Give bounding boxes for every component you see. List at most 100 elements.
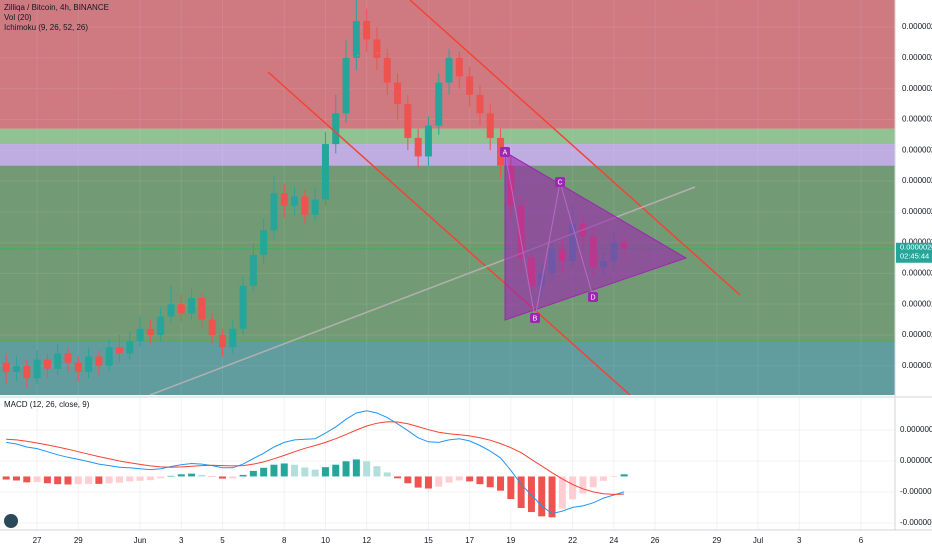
y-tick-label: 0.00000190 [902,299,932,308]
histogram-bar [332,464,340,477]
candle-body [455,57,463,77]
histogram-bar [167,475,175,477]
histogram-bar [610,476,618,478]
macd-pane [0,410,895,524]
histogram-bar [126,476,134,482]
candle-body [54,353,62,369]
logo-icon[interactable] [4,514,18,528]
x-tick-label: Jun [134,536,147,545]
candle-body [394,82,402,105]
candle-body [43,359,51,369]
pattern-label-text: A [503,149,508,156]
x-tick-label: 29 [74,536,83,545]
candle-body [260,230,268,255]
candle-body [74,362,82,372]
y-tick-label: 0.00000170 [902,361,932,370]
axes: 0.00000280 0.00000270 0.00000260 0.00000250… [33,22,932,545]
pattern-label-text: C [557,179,562,186]
candle-body [239,285,247,329]
x-tick-label: 8 [282,536,287,545]
candle-body [321,144,329,200]
x-tick-label: 10 [321,536,330,545]
histogram-bar [373,466,381,477]
candle-body [218,334,226,348]
y-tick-label: -0.00000005 [900,487,932,496]
pattern-path [504,151,594,319]
candle-body [12,365,20,372]
candle-body [229,328,237,348]
candle-body [342,57,350,114]
last-price-box [896,242,932,263]
indicator-label: Vol (20) [4,13,32,22]
candle-body [270,193,278,231]
histogram-bar [476,476,484,485]
histogram-bar [146,476,154,481]
histogram-bar [589,476,597,488]
candle-body [33,359,41,379]
candle-body [95,356,103,366]
histogram-bar [249,470,257,477]
x-tick-label: 24 [609,536,618,545]
histogram-bar [2,476,10,480]
y-tick-label: 0.00000200 [902,268,932,277]
candle-body [126,341,134,354]
histogram-bar [43,476,51,484]
x-tick-label: 29 [712,536,721,545]
x-tick-label: 15 [424,536,433,545]
candle-body [146,328,154,335]
histogram-bar [486,476,494,488]
pattern-label: C [555,177,565,187]
candle-body [23,365,31,379]
indicator-label: Ichimoku (9, 26, 52, 26) [4,23,88,32]
triangle-pattern [504,151,688,321]
histogram-bar [497,476,505,491]
candle-body [445,57,453,83]
histogram-bar [12,476,20,481]
histogram-bar [291,464,299,477]
histogram-bar [321,467,329,477]
x-tick-label: 6 [859,536,864,545]
histogram-bar [527,476,535,513]
y-tick-label: -0.00000015 [900,518,932,527]
macd-line [6,410,625,515]
histogram-bar [517,476,525,509]
histogram-bar [600,476,608,481]
x-tick-label: 27 [33,536,42,545]
candle-body [2,362,10,372]
signal-line [6,421,625,495]
countdown-label: 02:45:44 [900,252,929,261]
candle-body [291,196,299,206]
candle-body [424,125,432,157]
candle-body [373,39,381,58]
candle-body [383,57,391,83]
x-tick-label: 3 [179,536,184,545]
candle-body [208,319,216,335]
x-tick-label: 12 [362,536,371,545]
histogram-bar [218,476,226,479]
y-tick-label: 0.00000260 [902,84,932,93]
histogram-bar [342,461,350,477]
histogram-bar [507,476,515,500]
histogram-bar [445,476,453,483]
histogram-bar [74,476,82,485]
candle-body [352,20,360,58]
candle-body [177,304,185,314]
drawings: A B C D [0,0,761,395]
channel-upper [409,0,741,296]
histogram-bar [260,467,268,477]
histogram-bar [579,476,587,494]
histogram-bar [394,476,402,479]
x-tick-label: 22 [568,536,577,545]
histogram-bar [157,476,165,479]
symbol-title: Zilliqa / Bitcoin, 4h, BINANCE [4,3,109,12]
candle-body [105,347,113,366]
channel-lower [267,71,631,395]
indicator-label: MACD (12, 26, close, 9) [4,400,90,409]
histogram-bar [85,476,93,484]
histogram-bar [311,469,319,477]
histogram-bar [115,476,123,483]
candle-body [85,356,93,372]
candle-body [198,298,206,320]
histogram-bar [414,476,422,488]
candle-body [301,196,309,215]
